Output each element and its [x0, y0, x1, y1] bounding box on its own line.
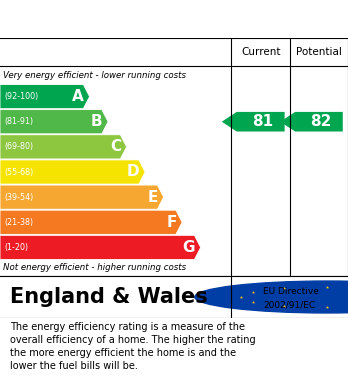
- Text: 81: 81: [252, 114, 274, 129]
- Text: Very energy efficient - lower running costs: Very energy efficient - lower running co…: [3, 70, 187, 79]
- Text: Energy Efficiency Rating: Energy Efficiency Rating: [10, 10, 240, 28]
- Polygon shape: [222, 112, 285, 131]
- Polygon shape: [0, 109, 108, 134]
- Text: (1-20): (1-20): [4, 243, 28, 252]
- Polygon shape: [280, 112, 343, 131]
- Text: (39-54): (39-54): [4, 193, 33, 202]
- Text: D: D: [127, 165, 140, 179]
- Polygon shape: [0, 135, 127, 159]
- Text: Potential: Potential: [296, 47, 342, 57]
- Text: E: E: [148, 190, 158, 204]
- Text: A: A: [72, 89, 84, 104]
- Polygon shape: [0, 210, 182, 234]
- Text: F: F: [166, 215, 176, 230]
- Text: England & Wales: England & Wales: [10, 287, 208, 307]
- Text: EU Directive: EU Directive: [263, 287, 319, 296]
- Text: (21-38): (21-38): [4, 218, 33, 227]
- Text: (81-91): (81-91): [4, 117, 33, 126]
- Text: Current: Current: [241, 47, 280, 57]
- Text: (69-80): (69-80): [4, 142, 33, 151]
- Text: 82: 82: [310, 114, 332, 129]
- Text: The energy efficiency rating is a measure of the
overall efficiency of a home. T: The energy efficiency rating is a measur…: [10, 322, 256, 371]
- Polygon shape: [0, 160, 145, 184]
- Text: Not energy efficient - higher running costs: Not energy efficient - higher running co…: [3, 264, 187, 273]
- Text: 2002/91/EC: 2002/91/EC: [263, 300, 315, 309]
- Text: (55-68): (55-68): [4, 167, 33, 176]
- Circle shape: [195, 281, 348, 313]
- Polygon shape: [0, 84, 89, 109]
- Polygon shape: [0, 185, 164, 209]
- Text: G: G: [183, 240, 195, 255]
- Text: B: B: [91, 114, 103, 129]
- Polygon shape: [0, 235, 201, 260]
- Text: C: C: [110, 139, 121, 154]
- Text: (92-100): (92-100): [4, 92, 38, 101]
